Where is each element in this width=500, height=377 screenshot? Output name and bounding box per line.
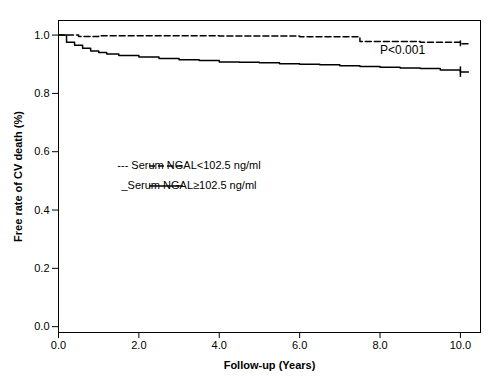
svg-text:4.0: 4.0 [212,339,227,351]
svg-text:8.0: 8.0 [372,339,387,351]
svg-text:--- Serum NGAL<102.5 ng/ml: --- Serum NGAL<102.5 ng/ml [117,159,260,171]
svg-text:0.2: 0.2 [34,262,49,274]
svg-text:_Serum NGAL≥102.5 ng/ml: _Serum NGAL≥102.5 ng/ml [120,179,256,191]
svg-text:0.0: 0.0 [34,320,49,332]
svg-text:1.0: 1.0 [34,29,49,41]
svg-text:P<0.001: P<0.001 [380,43,425,57]
svg-text:0.6: 0.6 [34,145,49,157]
svg-text:Follow-up (Years): Follow-up (Years) [224,359,316,371]
svg-text:Free rate of CV death (%): Free rate of CV death (%) [12,111,24,242]
svg-text:10.0: 10.0 [450,339,471,351]
svg-text:2.0: 2.0 [131,339,146,351]
svg-text:0.4: 0.4 [34,204,49,216]
svg-text:0.8: 0.8 [34,87,49,99]
svg-text:6.0: 6.0 [292,339,307,351]
svg-text:0.0: 0.0 [51,339,66,351]
